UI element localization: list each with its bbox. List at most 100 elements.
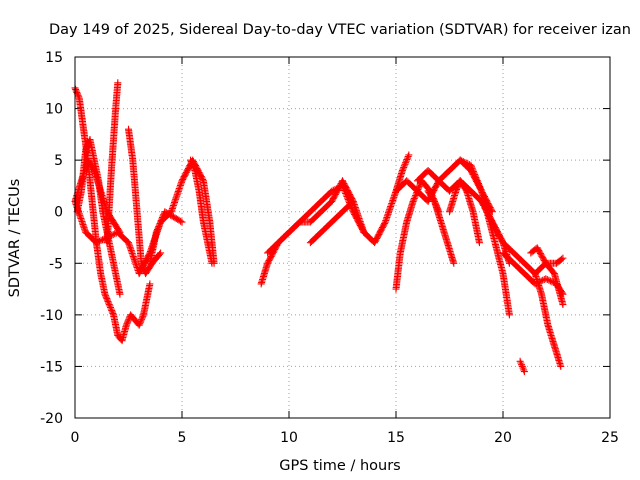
series-sat-a <box>71 84 154 345</box>
data-point <box>187 156 195 164</box>
track-markers <box>425 188 438 204</box>
series-sat-q <box>456 156 513 319</box>
track-markers <box>444 240 457 266</box>
data-point <box>475 239 483 247</box>
data-point <box>152 228 160 236</box>
data-point <box>450 259 458 267</box>
y-tick-label: 10 <box>45 102 63 118</box>
track-markers <box>76 96 87 132</box>
data-point <box>135 321 143 329</box>
track-markers <box>168 178 185 214</box>
x-tick-label: 15 <box>387 430 405 446</box>
track-markers <box>115 230 131 245</box>
series-sat-o <box>424 187 458 267</box>
y-tick-label: 15 <box>45 50 63 66</box>
data-point <box>105 301 113 309</box>
track-markers <box>125 127 137 163</box>
track-markers <box>136 312 147 328</box>
track-markers <box>431 199 444 225</box>
data-point <box>103 234 111 241</box>
track-markers <box>86 137 98 163</box>
data-point <box>137 259 145 267</box>
track-markers <box>308 209 324 225</box>
track-markers <box>110 312 121 338</box>
track-markers <box>102 292 113 307</box>
x-tick-label: 5 <box>178 430 187 446</box>
track-markers <box>108 106 120 173</box>
series-sat-h <box>187 156 216 267</box>
y-tick-label: -10 <box>40 308 63 324</box>
track-markers <box>551 271 566 307</box>
series-sat-f <box>125 125 165 278</box>
data-point <box>157 249 165 257</box>
y-tick-label: 5 <box>54 153 63 169</box>
track-markers <box>265 240 281 256</box>
track-markers <box>128 312 138 323</box>
data-point <box>467 161 475 169</box>
track-markers <box>554 255 566 266</box>
data-point <box>82 146 90 154</box>
data-point <box>208 259 216 267</box>
track-markers <box>500 250 516 266</box>
track-markers <box>551 343 564 369</box>
data-point <box>488 208 496 216</box>
data-point <box>518 362 526 370</box>
data-point <box>405 151 413 159</box>
track-markers <box>458 157 473 169</box>
track-markers <box>171 214 185 225</box>
data-point <box>456 156 464 164</box>
x-tick-label: 0 <box>71 430 80 446</box>
data-point <box>398 166 406 174</box>
track-markers <box>446 189 459 214</box>
track-markers <box>478 199 496 225</box>
track-markers <box>468 163 485 194</box>
track-markers <box>543 261 557 276</box>
track-markers <box>463 189 477 214</box>
series-sat-p <box>446 177 483 247</box>
track-markers <box>318 219 335 235</box>
track-markers <box>382 189 399 224</box>
data-points <box>71 79 567 376</box>
data-point <box>122 321 130 329</box>
track-markers <box>91 168 104 194</box>
track-markers <box>204 240 216 266</box>
track-markers <box>534 245 549 266</box>
x-axis-label: GPS time / hours <box>279 458 400 474</box>
track-markers <box>437 220 451 245</box>
data-point <box>146 280 154 288</box>
x-tick-label: 10 <box>280 430 298 446</box>
track-markers <box>94 234 110 246</box>
track-markers <box>397 220 410 255</box>
track-markers <box>399 153 412 173</box>
track-markers <box>153 209 168 235</box>
track-markers <box>469 209 483 245</box>
track-markers <box>88 199 100 245</box>
track-markers <box>129 158 141 214</box>
x-tick-label: 25 <box>601 430 619 446</box>
series-sat-t <box>531 270 565 370</box>
track-markers <box>392 251 404 291</box>
track-markers <box>499 271 513 317</box>
data-point <box>557 362 565 370</box>
series-sat-v <box>527 244 567 309</box>
track-markers <box>200 220 211 245</box>
track-markers <box>146 230 160 266</box>
track-markers <box>340 199 356 215</box>
track-markers <box>195 189 207 224</box>
track-markers <box>489 230 507 276</box>
track-markers <box>258 261 271 286</box>
series-sat-g <box>146 208 186 267</box>
data-point <box>349 197 357 205</box>
series-sat-j <box>264 177 368 257</box>
track-markers <box>318 188 335 204</box>
data-point <box>505 311 513 319</box>
data-point <box>116 290 124 298</box>
series-sat-k <box>306 197 357 247</box>
data-point <box>559 254 567 262</box>
data-point <box>360 228 368 236</box>
data-point <box>520 368 528 376</box>
track-markers <box>115 333 125 343</box>
data-point <box>328 187 336 195</box>
track-markers <box>544 323 558 348</box>
